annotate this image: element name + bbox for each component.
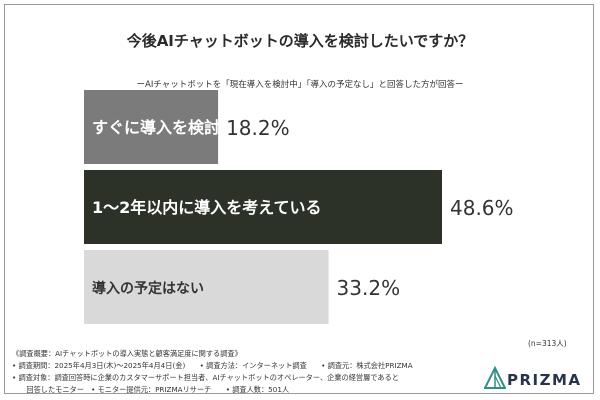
prizma-logo-icon [483,365,507,389]
bar-2 [84,250,329,324]
chart-subtitle: ーAIチャットボットを「現在導入を検討中」「導入の予定なし」と回答した方が回答ー [136,80,464,90]
prizma-logo-text: PRIZMA [507,371,582,389]
value-label: 33.2% [337,276,401,300]
survey-note-line: 《調査概要：AIチャットボットの導入実態と顧客満足度に関する調査》 [12,349,242,358]
survey-note-line: • 調査対象：調査回答時に企業のカスタマーサポート担当者、AIチャットボットのオ… [12,373,399,382]
value-label: 18.2% [226,116,290,140]
bar-1 [84,170,442,244]
survey-note-line: 回答したモニター • モニター提供元：PRIZMAリサーチ • 調査人数：501… [12,385,290,394]
value-label: 48.6% [450,196,514,220]
sample-size: (n=313人) [528,339,567,348]
prizma-logo: PRIZMA [483,365,584,392]
survey-note-line: • 調査期間：2025年4月3日(木)〜2025年4月4日(金) • 調査方法：… [12,361,413,370]
category-label: 1〜2年以内に導入を考えている [92,198,321,217]
survey-notes: 《調査概要：AIチャットボットの導入実態と顧客満足度に関する調査》 • 調査期間… [12,348,482,396]
bar-0 [84,90,219,164]
category-label: すぐに導入を検討したい [92,118,268,137]
category-label: 導入の予定はない [92,280,204,297]
chart-title: 今後AIチャットボットの導入を検討したいですか？ [126,32,474,50]
